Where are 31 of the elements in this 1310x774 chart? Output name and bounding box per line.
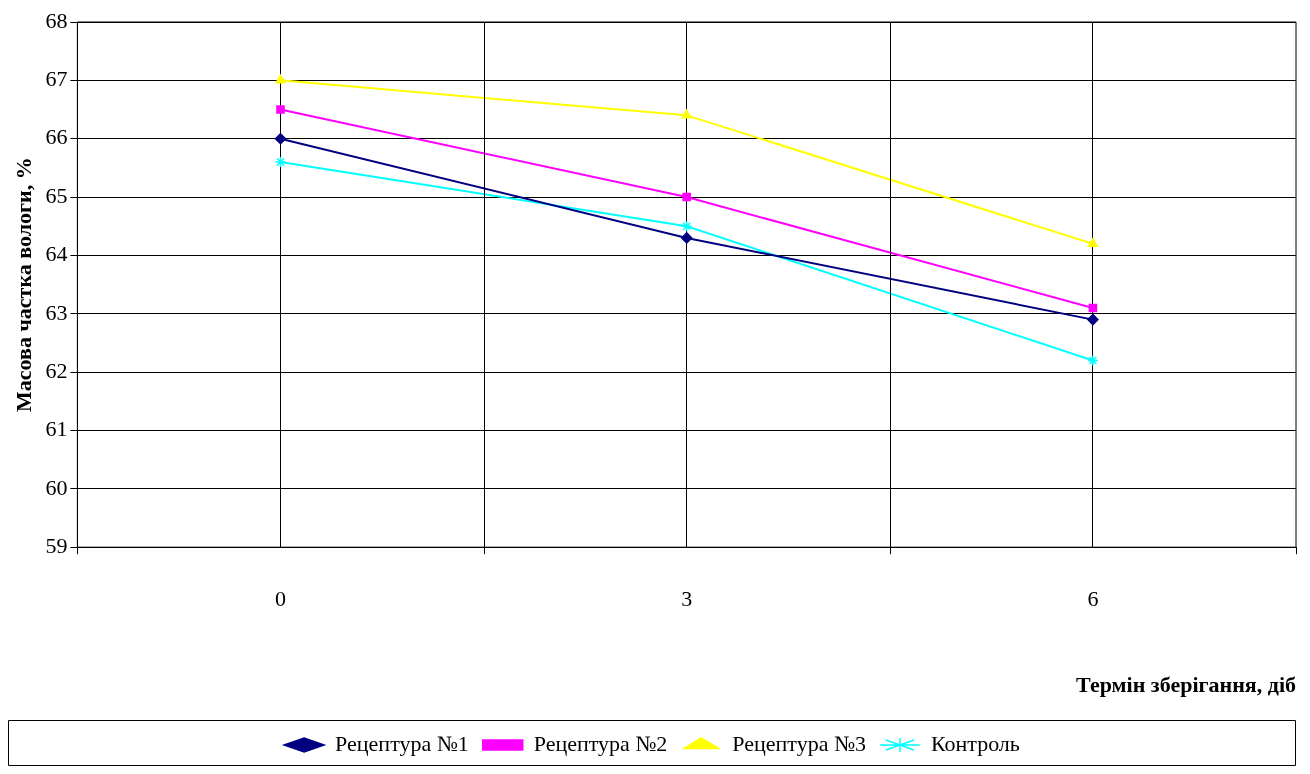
- legend-label: Рецептура №3: [732, 730, 866, 756]
- x-tick-label: 6: [1087, 586, 1099, 612]
- y-tick-label: 62: [45, 357, 68, 383]
- y-axis-title: Масова частка вологи, %: [10, 157, 36, 412]
- point: [274, 132, 287, 145]
- point: [276, 105, 285, 114]
- x-tick-label: 3: [681, 586, 693, 612]
- point: [275, 74, 286, 84]
- y-tick-label: 67: [45, 66, 68, 92]
- legend-label: Контроль: [930, 730, 1020, 756]
- point: [1087, 354, 1099, 367]
- legend-label: Рецептура №2: [533, 730, 668, 756]
- y-tick-label: 68: [45, 7, 68, 33]
- y-tick-label: 59: [45, 532, 68, 558]
- point: [274, 156, 287, 168]
- point: [682, 192, 691, 202]
- point: [681, 109, 692, 119]
- y-tick-label: 65: [45, 182, 68, 208]
- point: [680, 232, 693, 244]
- point: [1087, 238, 1098, 247]
- x-tick-label: 0: [275, 586, 286, 612]
- y-tick-label: 60: [45, 474, 68, 500]
- legend-label: Рецептура №1: [335, 730, 469, 756]
- y-tick-label: 66: [45, 124, 68, 150]
- point: [1087, 313, 1099, 326]
- y-tick-label: 61: [45, 416, 68, 442]
- x-axis-title: Термін зберігання, діб: [1076, 672, 1296, 698]
- y-tick-label: 64: [45, 241, 68, 267]
- y-tick-label: 63: [45, 299, 68, 325]
- point: [1088, 303, 1098, 313]
- point: [680, 220, 693, 232]
